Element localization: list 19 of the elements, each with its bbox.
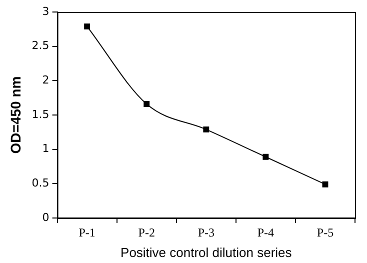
y-tick-label: 1.5 bbox=[32, 108, 50, 121]
x-tick-label: P-3 bbox=[198, 225, 214, 240]
x-tick-label: P-1 bbox=[78, 225, 96, 240]
x-tick-label: P-5 bbox=[316, 225, 334, 240]
point bbox=[144, 101, 150, 107]
point bbox=[84, 23, 90, 30]
x-axis-title: Positive control dilution series bbox=[120, 244, 292, 260]
point bbox=[262, 154, 269, 160]
x-tick-label: P-2 bbox=[138, 225, 155, 240]
y-tick-label: 0 bbox=[42, 210, 50, 224]
y-tick-label: 0.5 bbox=[32, 176, 50, 190]
y-axis-title: OD=450 nm bbox=[7, 76, 24, 154]
y-tick-label: 3 bbox=[42, 4, 50, 18]
y-tick-label: 2 bbox=[42, 74, 50, 87]
y-tick-label: 2.5 bbox=[32, 39, 50, 52]
point bbox=[322, 181, 328, 188]
x-tick-label: P-4 bbox=[257, 225, 274, 240]
y-tick-label: 1 bbox=[42, 142, 50, 156]
point bbox=[203, 126, 210, 132]
